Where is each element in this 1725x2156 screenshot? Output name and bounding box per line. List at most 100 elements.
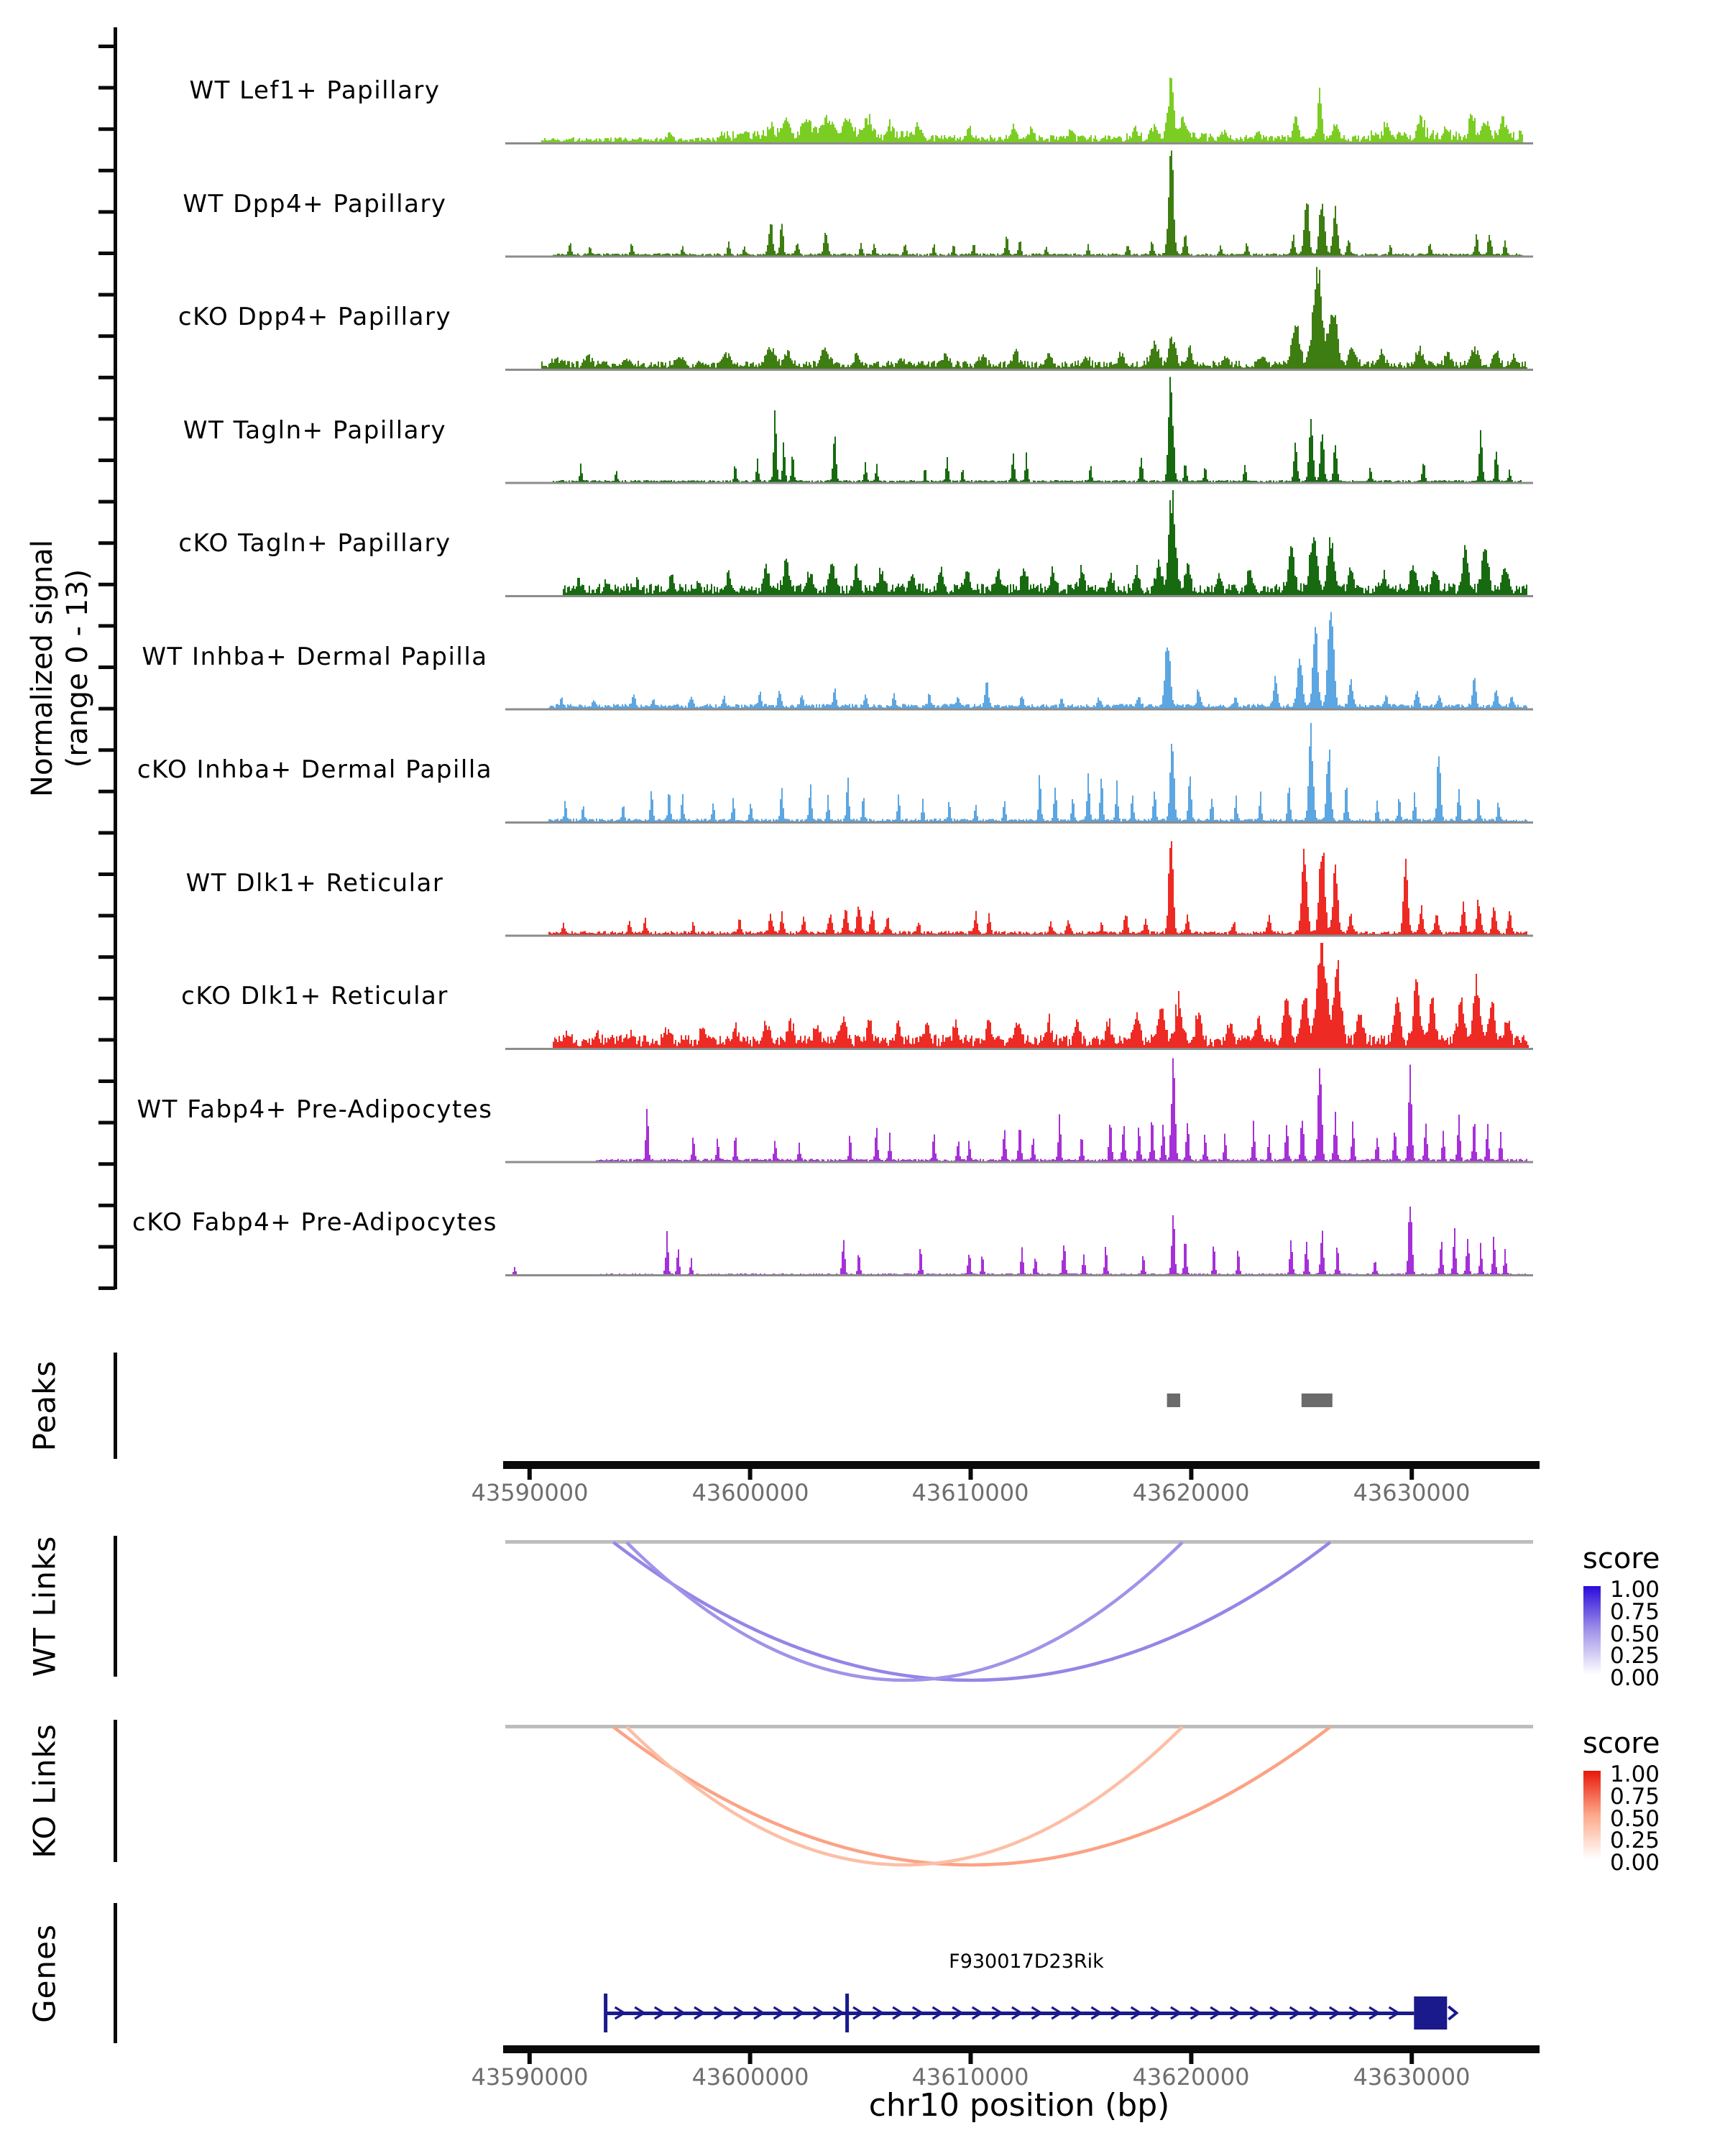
- gene-name-label: F930017D23Rik: [949, 1950, 1104, 1973]
- gene-strand-chevron: [1210, 2006, 1223, 2020]
- gene-exon-mark: [604, 1994, 608, 2032]
- track-baseline: [505, 1274, 1533, 1276]
- genome-axis-lower-tick: [1409, 2053, 1414, 2064]
- signal-axis-minor-tick: [98, 375, 115, 379]
- gene-exon-box: [1414, 1996, 1448, 2030]
- x-axis-title: chr10 position (bp): [868, 2087, 1170, 2124]
- ko-score-legend-label: 0.00: [1610, 1850, 1660, 1876]
- wt-score-legend-label: 0.00: [1610, 1665, 1660, 1691]
- gene-strand-chevron: [1170, 2006, 1182, 2020]
- coverage-path-track-10: [512, 1206, 1526, 1274]
- signal-axis-minor-tick: [98, 86, 115, 90]
- signal-track-label: WT Inhba+ Dermal Papilla: [142, 642, 488, 671]
- gene-strand-chevron: [892, 2006, 905, 2020]
- ko-links-top-line: [505, 1725, 1533, 1728]
- signal-axis-minor-tick: [98, 1038, 115, 1042]
- gene-strand-chevron: [1289, 2006, 1302, 2020]
- gene-strand-chevron: [1328, 2006, 1341, 2020]
- genome-axis-upper-tick: [1189, 1469, 1194, 1480]
- section-bracket-peaks: [114, 1353, 117, 1459]
- peaks-interval: [1301, 1393, 1333, 1407]
- signal-axis-minor-tick: [98, 1079, 115, 1083]
- genome-axis-upper-tick: [968, 1469, 973, 1480]
- gene-strand-chevron: [991, 2006, 1004, 2020]
- gene-strand-chevron: [713, 2006, 726, 2020]
- gene-strand-chevron: [971, 2006, 984, 2020]
- gene-strand-chevron: [1150, 2006, 1163, 2020]
- gene-strand-chevron: [872, 2006, 885, 2020]
- track-baseline: [505, 369, 1533, 371]
- signal-track-label: WT Dlk1+ Reticular: [185, 869, 444, 898]
- section-bracket-genes: [114, 1903, 117, 2043]
- wt-score-legend-label: 1.00: [1610, 1577, 1660, 1603]
- signal-track-label: cKO Fabp4+ Pre-Adipocytes: [132, 1208, 497, 1237]
- gene-strand-chevron: [634, 2006, 647, 2020]
- section-label-peaks: Peaks: [27, 1360, 63, 1452]
- gene-strand-chevron: [1110, 2006, 1123, 2020]
- signal-axis-minor-tick: [98, 45, 115, 48]
- genome-axis-upper-bar: [503, 1461, 1540, 1469]
- genome-axis-upper-tick-label: 43620000: [1132, 1479, 1250, 1506]
- track-baseline: [505, 934, 1533, 937]
- genome-axis-lower-tick-label: 43590000: [471, 2063, 589, 2091]
- coverage-path-track-1: [553, 150, 1523, 256]
- peaks-interval: [1167, 1393, 1180, 1407]
- signal-axis-minor-tick: [98, 1245, 115, 1249]
- genome-axis-upper-tick: [527, 1469, 532, 1480]
- ko-score-legend-label: 0.50: [1610, 1806, 1660, 1832]
- ko-score-legend-gradient: [1583, 1771, 1601, 1859]
- gene-exon-mark: [845, 1994, 850, 2032]
- gene-strand-chevron: [653, 2006, 666, 2020]
- signal-axis-minor-tick: [98, 334, 115, 338]
- genome-axis-lower-tick-label: 43610000: [911, 2063, 1029, 2091]
- ko-score-legend-label: 0.75: [1610, 1784, 1660, 1810]
- coverage-path-track-4: [563, 490, 1527, 595]
- gene-strand-chevron: [952, 2006, 965, 2020]
- gene-strand-chevron: [1388, 2006, 1401, 2020]
- signal-axis-minor-tick: [98, 996, 115, 1000]
- gene-strand-chevron: [1368, 2006, 1381, 2020]
- coverage-path-track-2: [541, 267, 1527, 369]
- genome-axis-upper-tick-label: 43610000: [911, 1479, 1029, 1506]
- track-baseline: [505, 255, 1533, 258]
- gene-strand-chevron: [1249, 2006, 1262, 2020]
- signal-track-label: WT Dpp4+ Papillary: [183, 190, 447, 218]
- coverage-path-track-7: [548, 841, 1527, 935]
- wt-score-legend-label: 0.50: [1610, 1621, 1660, 1647]
- signal-track-label: WT Tagln+ Papillary: [183, 416, 447, 445]
- gene-strand-chevron: [1130, 2006, 1143, 2020]
- signal-track-label: cKO Dlk1+ Reticular: [181, 982, 448, 1010]
- gene-strand-chevron: [1070, 2006, 1083, 2020]
- signal-axis-minor-tick: [98, 789, 115, 793]
- signal-axis-minor-tick: [98, 913, 115, 918]
- track-baseline: [505, 708, 1533, 711]
- ko-link-arc: [612, 1726, 1332, 1867]
- y-axis-label-line2: (range 0 - 13): [61, 568, 94, 768]
- signal-axis-minor-tick: [98, 1286, 115, 1290]
- section-label-genes: Genes: [27, 1924, 63, 2023]
- genome-axis-lower-tick-label: 43600000: [691, 2063, 809, 2091]
- signal-axis-minor-tick: [98, 499, 115, 504]
- genome-axis-lower-tick: [1189, 2053, 1194, 2064]
- gene-strand-chevron: [812, 2006, 825, 2020]
- gene-strand-chevron: [852, 2006, 865, 2020]
- signal-track-label: cKO Dpp4+ Papillary: [178, 303, 452, 331]
- y-axis-label-line1: Normalized signal: [26, 540, 59, 797]
- gene-strand-chevron: [932, 2006, 944, 2020]
- signal-axis-minor-tick: [98, 417, 115, 421]
- ko-score-legend-label: 0.25: [1610, 1828, 1660, 1853]
- signal-axis-minor-tick: [98, 1120, 115, 1125]
- genome-axis-upper-tick: [748, 1469, 753, 1480]
- section-bracket-ko-links: [114, 1720, 117, 1862]
- wt-score-legend-gradient: [1583, 1586, 1601, 1674]
- signal-axis-minor-tick: [98, 252, 115, 255]
- section-bracket-wt-links: [114, 1536, 117, 1677]
- ko-score-legend-title: score: [1583, 1727, 1660, 1760]
- signal-track-label: cKO Tagln+ Papillary: [178, 529, 451, 558]
- gene-strand-chevron: [753, 2006, 765, 2020]
- signal-axis-minor-tick: [98, 210, 115, 214]
- coverage-path-track-5: [548, 612, 1527, 709]
- gene-strand-chevron: [694, 2006, 707, 2020]
- section-label-wt-links: WT Links: [27, 1535, 63, 1677]
